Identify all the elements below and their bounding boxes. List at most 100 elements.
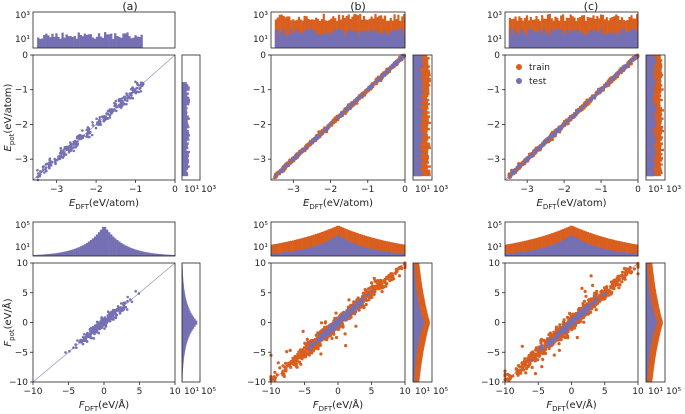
hist-bar-train <box>343 17 346 48</box>
hist-bar-test <box>359 245 362 256</box>
hist-bar-test <box>520 28 523 48</box>
point-test <box>305 146 308 150</box>
hist-bar-test <box>130 38 133 48</box>
hist-bar-train <box>322 13 325 49</box>
hist-bar-test <box>646 146 654 150</box>
right-hist-frame <box>412 54 433 181</box>
hist-bar-test <box>326 241 329 256</box>
hist-bar-test <box>413 350 417 353</box>
point-train <box>347 298 351 302</box>
hist-tick-label: 10¹ <box>184 387 199 397</box>
hist-bar-test <box>646 94 653 97</box>
point-test <box>347 311 350 315</box>
hist-bar-test <box>290 251 293 256</box>
y-tick-label: 0 <box>22 319 28 329</box>
point-test <box>319 132 323 136</box>
point-test <box>287 162 291 166</box>
y-tick-label: −1 <box>487 86 500 96</box>
hist-bar-test <box>313 246 316 256</box>
hist-bar-test <box>97 232 101 256</box>
hist-bar-test <box>569 29 572 48</box>
hist-bar-test <box>339 30 343 48</box>
point-test <box>36 168 39 172</box>
point-test <box>117 99 121 103</box>
point-test <box>317 332 321 336</box>
point-test <box>340 111 343 114</box>
hist-bar-test <box>537 31 540 48</box>
hist-bar-test <box>274 29 277 48</box>
point-test <box>41 168 45 171</box>
point-test <box>330 121 334 124</box>
point-test <box>116 305 120 308</box>
point-test <box>96 123 99 126</box>
hist-bar-train <box>286 16 289 48</box>
hist-bar-test <box>413 94 420 97</box>
point-train <box>323 320 328 324</box>
hist-bar-test <box>57 252 60 256</box>
y-tick-label: −5 <box>15 348 28 358</box>
point-test <box>97 331 101 335</box>
x-tick-label: 0 <box>101 387 107 397</box>
hist-bar-test <box>646 130 653 133</box>
hist-bar-test <box>63 37 66 48</box>
point-test <box>125 308 129 311</box>
hist-bar-test <box>613 31 616 48</box>
hist-bar-test <box>182 161 189 164</box>
hist-bar-test <box>646 98 653 102</box>
hist-bar-test <box>79 35 82 48</box>
point-test <box>81 339 85 342</box>
point-train <box>533 372 538 376</box>
hist-bar-test <box>413 342 419 345</box>
hist-bar-test <box>546 33 549 48</box>
hist-bar-test <box>118 241 121 256</box>
hist-bar-test <box>182 100 190 104</box>
hist-bar-train <box>603 19 606 48</box>
y-tick-label: −1 <box>253 86 266 96</box>
point-test <box>522 160 525 164</box>
point-test <box>322 334 326 337</box>
point-train <box>511 374 515 378</box>
hist-bar-test <box>99 229 103 256</box>
hist-bar-test <box>646 152 656 156</box>
point-test <box>580 106 583 110</box>
point-train <box>379 280 383 284</box>
hist-bar-test <box>646 134 653 137</box>
hist-bar-test <box>294 250 297 256</box>
point-test <box>339 314 343 318</box>
hist-bar-test <box>71 249 74 256</box>
hist-bar-test <box>646 88 654 91</box>
point-test <box>549 135 553 139</box>
point-test <box>109 109 112 112</box>
hist-bar-test <box>413 75 423 79</box>
hist-bar-test <box>309 28 312 48</box>
hist-bar-test <box>646 121 656 125</box>
x-tick-label: −3 <box>521 185 534 195</box>
point-test <box>72 346 75 350</box>
point-test <box>133 90 136 93</box>
hist-bar-test <box>413 69 421 72</box>
hist-bar-train <box>646 98 663 102</box>
point-test <box>553 134 556 137</box>
right-hist-frame <box>181 54 201 181</box>
hist-bar-test <box>413 55 423 58</box>
hist-bar-test <box>413 67 420 70</box>
hist-bar-test <box>646 127 654 131</box>
point-test <box>59 154 62 157</box>
x-tick-label: −3 <box>287 185 300 195</box>
hist-bar-test <box>413 159 424 162</box>
hist-bar-test <box>322 34 325 48</box>
hist-bar-train <box>413 67 429 70</box>
hist-tick-label: 10⁵ <box>15 221 30 231</box>
point-test <box>91 329 94 333</box>
hist-bar-test <box>138 37 141 48</box>
hist-bar-train <box>284 17 287 48</box>
point-test <box>129 298 132 301</box>
hist-bar-test <box>299 249 302 256</box>
hist-bar-test <box>182 350 185 353</box>
point-train <box>388 278 392 282</box>
hist-bar-test <box>93 236 97 256</box>
hist-bar-test <box>413 330 422 333</box>
point-test <box>43 171 46 174</box>
plot-frame <box>504 54 639 181</box>
point-test <box>105 112 108 115</box>
